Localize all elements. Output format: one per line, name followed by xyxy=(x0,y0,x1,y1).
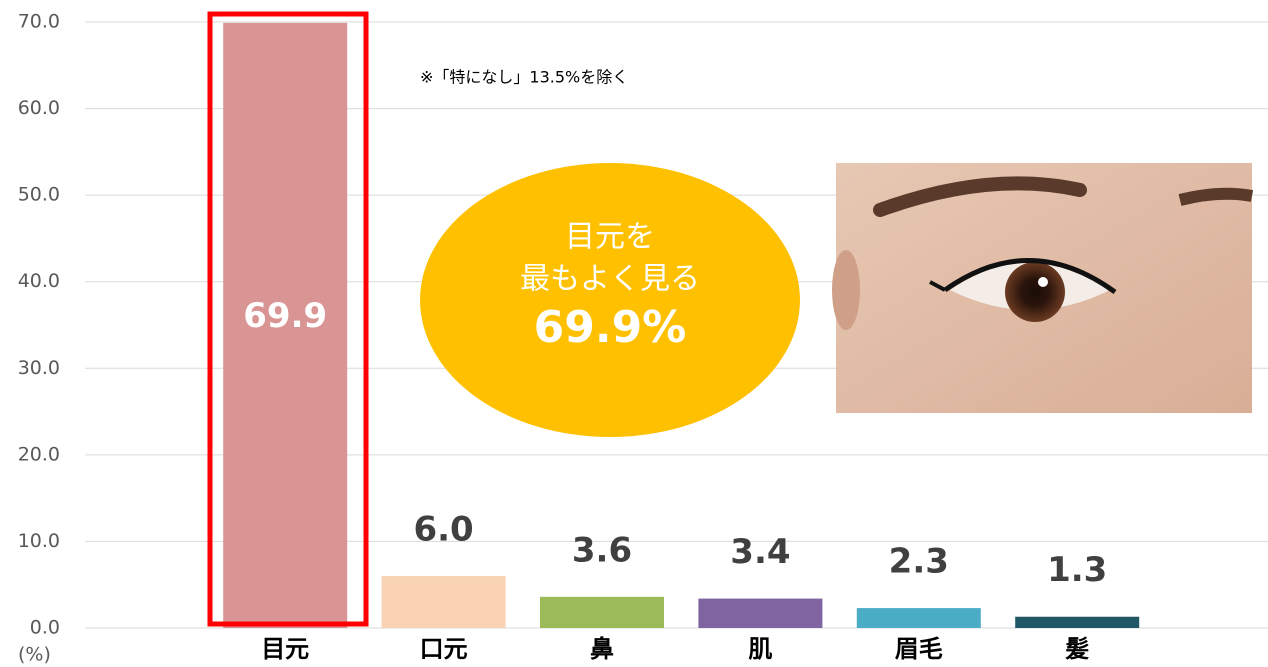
x-tick-label: 口元 xyxy=(420,635,468,663)
y-tick-label: 40.0 xyxy=(18,270,60,292)
bar xyxy=(1015,617,1139,628)
y-tick-label: 0.0 xyxy=(30,617,60,639)
bar xyxy=(382,576,506,628)
data-label: 1.3 xyxy=(1047,550,1107,590)
x-tick-label: 目元 xyxy=(261,635,309,663)
data-label: 6.0 xyxy=(413,510,473,550)
bar xyxy=(540,597,664,628)
data-label: 3.6 xyxy=(572,530,632,570)
data-label: 69.9 xyxy=(243,296,327,336)
y-tick-label: 20.0 xyxy=(18,443,60,465)
callout-line: 最もよく見る xyxy=(520,262,700,297)
eye-photo xyxy=(832,163,1252,413)
y-axis-unit: (%) xyxy=(18,644,51,666)
chart: 0.0 10.0 20.0 30.0 40.0 50.0 60.0 70.0 目元 69.9 口元… xyxy=(0,0,1268,667)
x-tick-label: 鼻 xyxy=(590,635,614,663)
y-tick-label: 50.0 xyxy=(18,184,60,206)
annotation: ※「特になし」13.5%を除く xyxy=(420,68,628,87)
callout-highlight: 69.9% xyxy=(534,302,687,353)
x-tick-label: 髪 xyxy=(1064,635,1089,663)
y-tick-label: 10.0 xyxy=(18,530,60,552)
x-tick-label: 肌 xyxy=(748,635,772,663)
data-label: 3.4 xyxy=(730,532,790,572)
y-tick-label: 60.0 xyxy=(18,97,60,119)
callout-bubble xyxy=(420,163,800,437)
x-tick-label: 眉毛 xyxy=(895,635,943,663)
bar xyxy=(857,608,981,628)
data-label: 2.3 xyxy=(889,542,949,582)
y-tick-label: 30.0 xyxy=(18,357,60,379)
y-tick-label: 70.0 xyxy=(18,11,60,33)
callout-line: 目元を xyxy=(565,220,655,255)
bar xyxy=(698,599,822,628)
